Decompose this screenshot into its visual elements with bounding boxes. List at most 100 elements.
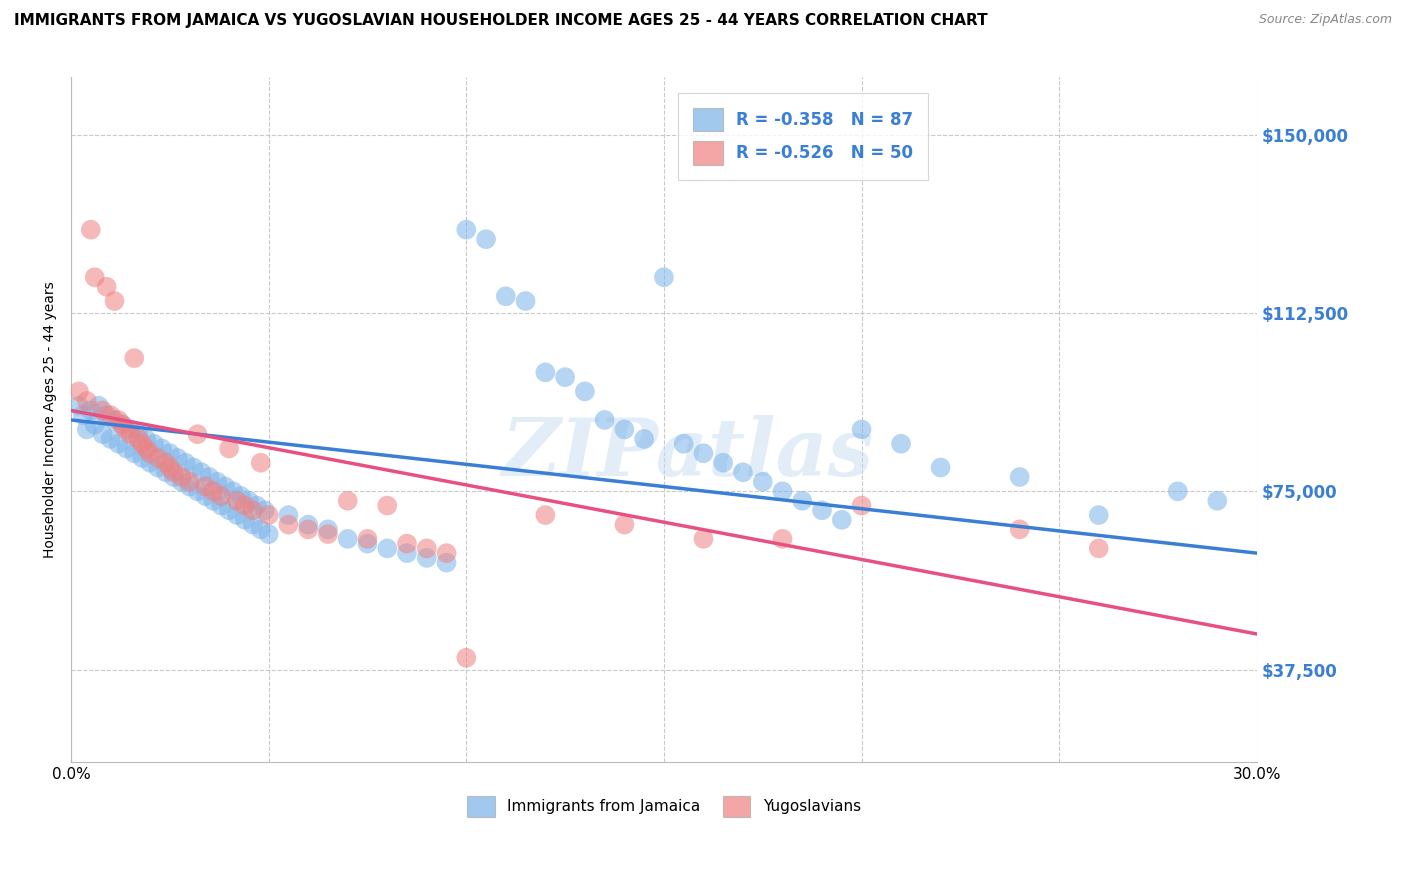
Point bbox=[233, 513, 256, 527]
Point bbox=[495, 289, 517, 303]
Point bbox=[336, 493, 359, 508]
Point bbox=[135, 432, 157, 446]
Point bbox=[198, 470, 221, 484]
Point bbox=[751, 475, 773, 489]
Point bbox=[811, 503, 834, 517]
Legend: Immigrants from Jamaica, Yugoslavians: Immigrants from Jamaica, Yugoslavians bbox=[461, 789, 868, 823]
Point bbox=[83, 417, 105, 432]
Point bbox=[242, 517, 264, 532]
Point bbox=[214, 479, 236, 493]
Point bbox=[107, 413, 129, 427]
Point bbox=[218, 503, 240, 517]
Point bbox=[80, 403, 103, 417]
Point bbox=[159, 446, 181, 460]
Point bbox=[209, 499, 232, 513]
Point bbox=[166, 450, 188, 465]
Point bbox=[253, 503, 276, 517]
Point bbox=[226, 493, 249, 508]
Point bbox=[135, 442, 157, 456]
Point bbox=[257, 508, 280, 522]
Point bbox=[218, 442, 240, 456]
Point bbox=[111, 417, 134, 432]
Point bbox=[179, 475, 201, 489]
Point bbox=[107, 436, 129, 450]
Point bbox=[1008, 470, 1031, 484]
Point bbox=[375, 499, 398, 513]
Point bbox=[249, 456, 271, 470]
Point bbox=[127, 427, 149, 442]
Point bbox=[103, 413, 125, 427]
Point bbox=[194, 479, 217, 493]
Point bbox=[170, 470, 193, 484]
Point bbox=[100, 408, 122, 422]
Point bbox=[375, 541, 398, 556]
Point bbox=[436, 556, 458, 570]
Point bbox=[131, 450, 153, 465]
Point bbox=[103, 293, 125, 308]
Point bbox=[554, 370, 576, 384]
Point bbox=[226, 508, 249, 522]
Point bbox=[222, 484, 245, 499]
Point bbox=[174, 456, 197, 470]
Point bbox=[1087, 508, 1109, 522]
Point bbox=[190, 465, 212, 479]
Point bbox=[159, 460, 181, 475]
Point bbox=[150, 442, 173, 456]
Point bbox=[731, 465, 754, 479]
Point bbox=[139, 456, 162, 470]
Point bbox=[277, 508, 299, 522]
Point bbox=[163, 465, 186, 479]
Point bbox=[633, 432, 655, 446]
Point bbox=[76, 393, 98, 408]
Point bbox=[356, 536, 378, 550]
Point bbox=[534, 508, 557, 522]
Point bbox=[416, 550, 439, 565]
Point bbox=[146, 460, 169, 475]
Point bbox=[336, 532, 359, 546]
Point bbox=[238, 493, 260, 508]
Point bbox=[929, 460, 952, 475]
Point bbox=[91, 403, 114, 417]
Point bbox=[672, 436, 695, 450]
Point bbox=[395, 546, 418, 560]
Point bbox=[96, 408, 118, 422]
Point bbox=[202, 484, 225, 499]
Point bbox=[356, 532, 378, 546]
Point bbox=[890, 436, 912, 450]
Point bbox=[395, 536, 418, 550]
Point bbox=[416, 541, 439, 556]
Point bbox=[246, 499, 269, 513]
Point bbox=[316, 522, 339, 536]
Point bbox=[613, 517, 636, 532]
Point bbox=[233, 499, 256, 513]
Point bbox=[179, 479, 201, 493]
Point bbox=[692, 532, 714, 546]
Point bbox=[652, 270, 675, 285]
Point bbox=[1206, 493, 1229, 508]
Point bbox=[143, 436, 166, 450]
Point bbox=[120, 427, 142, 442]
Point bbox=[475, 232, 498, 246]
Point bbox=[122, 446, 145, 460]
Point bbox=[170, 475, 193, 489]
Text: ZIPatlas: ZIPatlas bbox=[502, 416, 873, 493]
Point bbox=[229, 489, 252, 503]
Point bbox=[772, 532, 794, 546]
Point bbox=[456, 650, 478, 665]
Point bbox=[163, 470, 186, 484]
Point bbox=[297, 522, 319, 536]
Point bbox=[613, 422, 636, 436]
Point bbox=[67, 399, 90, 413]
Point bbox=[1087, 541, 1109, 556]
Point bbox=[209, 489, 232, 503]
Point bbox=[202, 493, 225, 508]
Point bbox=[72, 408, 94, 422]
Text: Source: ZipAtlas.com: Source: ZipAtlas.com bbox=[1258, 13, 1392, 27]
Point bbox=[851, 422, 873, 436]
Point bbox=[87, 399, 110, 413]
Point bbox=[91, 427, 114, 442]
Point bbox=[155, 456, 177, 470]
Point bbox=[96, 279, 118, 293]
Point bbox=[115, 442, 138, 456]
Point bbox=[76, 422, 98, 436]
